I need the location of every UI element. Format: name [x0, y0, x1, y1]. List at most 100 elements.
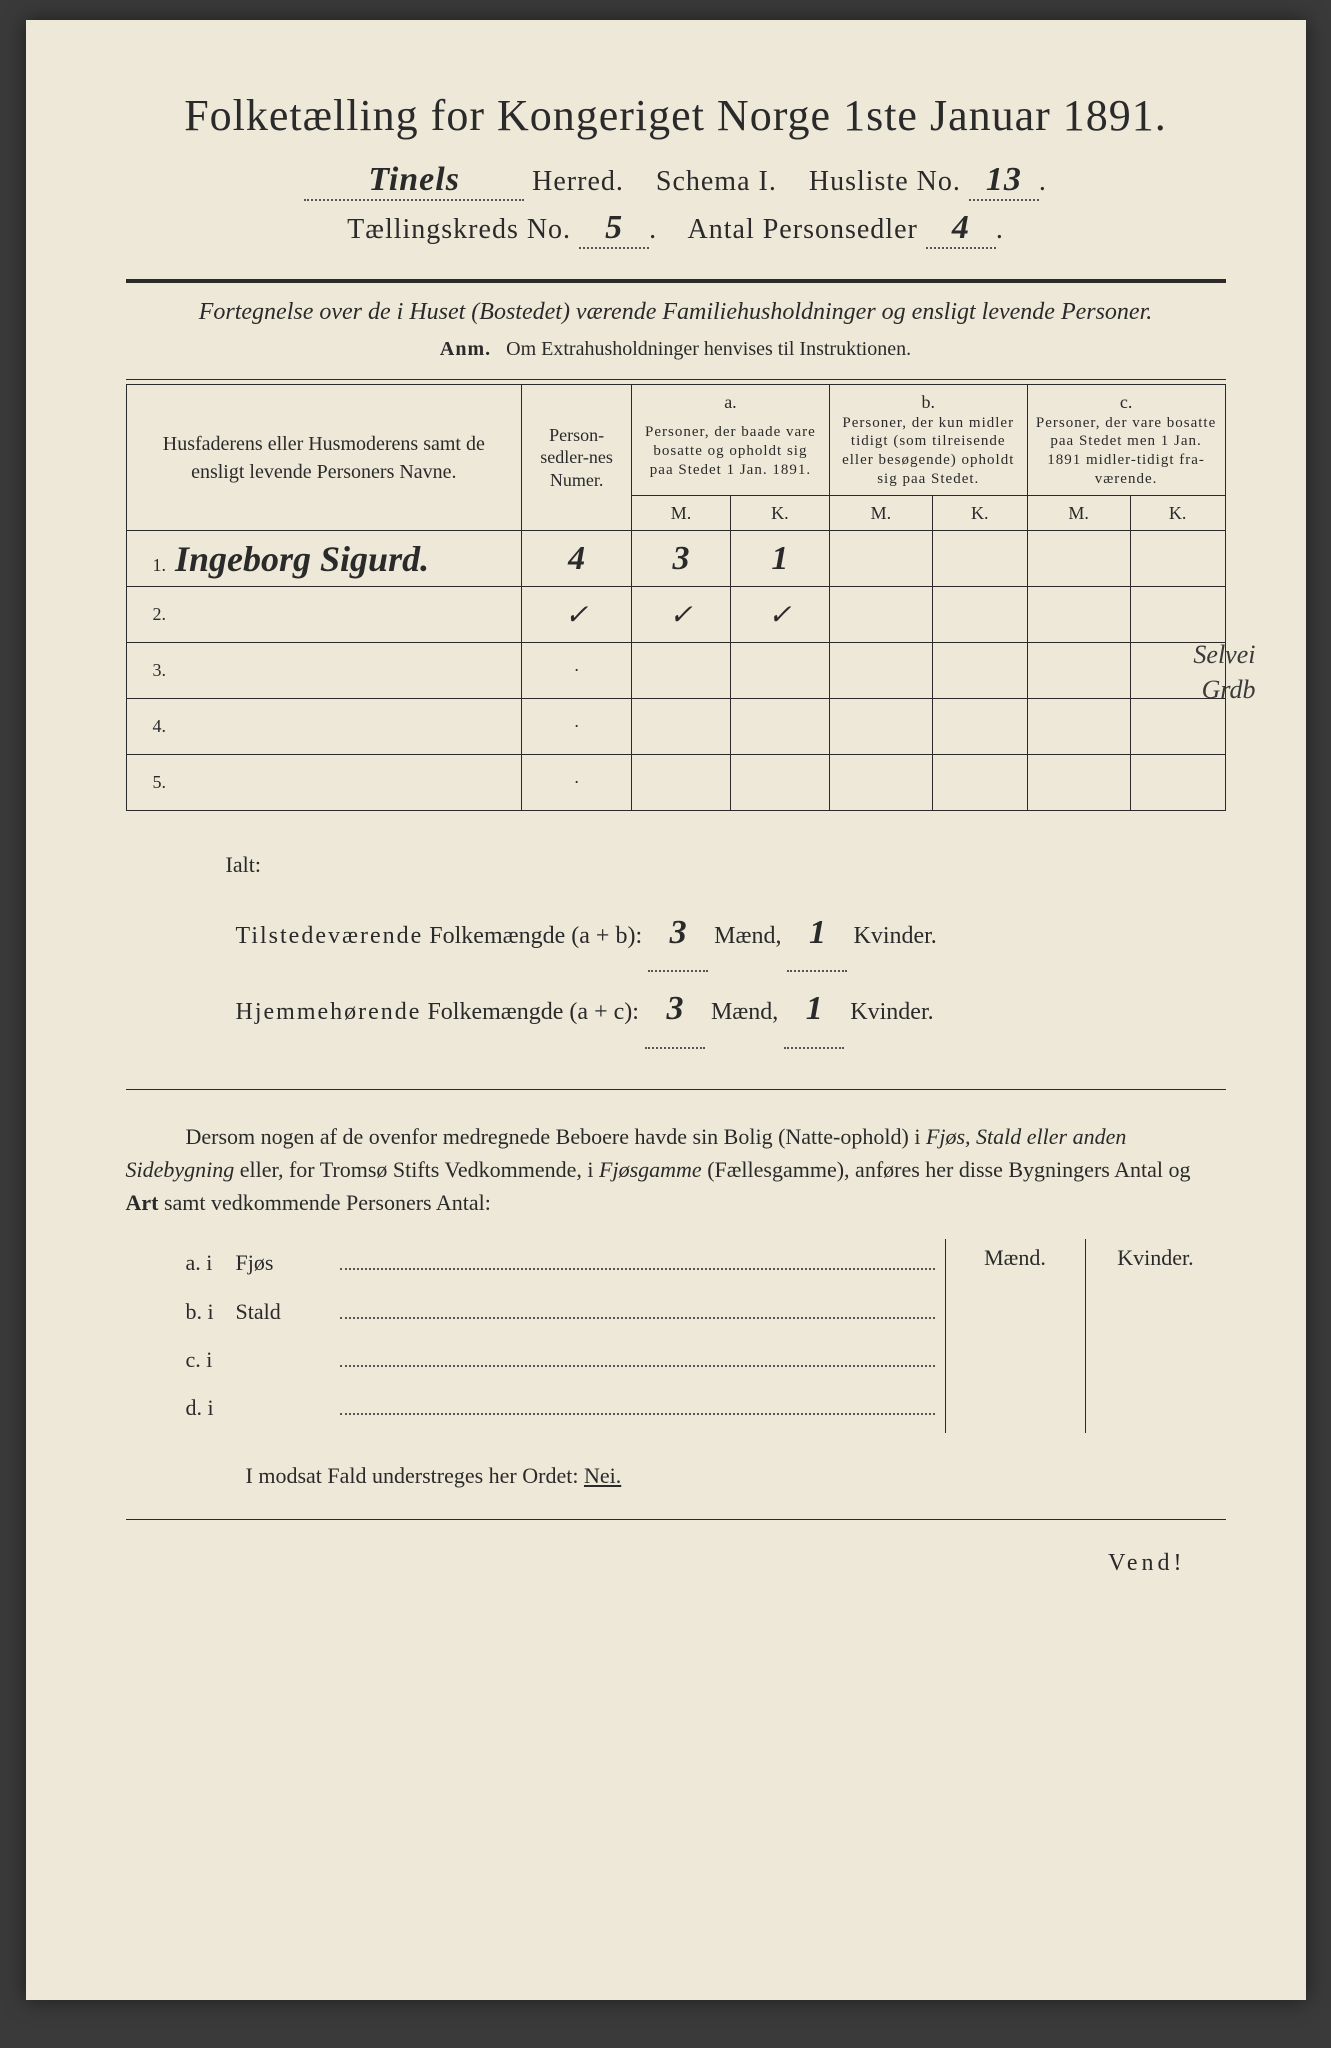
- divider: [126, 1089, 1226, 1090]
- table-body: 1. Ingeborg Sigurd. 4 3 1 2. ✓ ✓ ✓: [126, 531, 1225, 811]
- cell-name: 2.: [126, 587, 522, 643]
- schema-label: Schema I.: [656, 166, 777, 197]
- cell-ck: [1130, 755, 1225, 811]
- building-block: a. iFjøs b. iStald c. i d. i Mænd. Kvind…: [126, 1239, 1226, 1433]
- cell-name: 3.: [126, 643, 522, 699]
- vend-label: Vend!: [126, 1550, 1226, 1577]
- anm-text: Om Extrahusholdninger henvises til Instr…: [506, 338, 911, 360]
- herred-value: Tinels: [368, 161, 460, 198]
- cell-num: 4: [522, 531, 632, 587]
- cell-cm: [1027, 755, 1130, 811]
- herred-label: Herred.: [532, 166, 624, 197]
- divider: [126, 379, 1226, 380]
- totals-line-1: Tilstedeværende Folkemængde (a + b): 3 M…: [236, 896, 1226, 973]
- bldg-row: b. iStald: [186, 1288, 945, 1336]
- cell-ck: [1130, 699, 1225, 755]
- cell-num: ·: [522, 699, 632, 755]
- anm-note: Anm. Om Extrahusholdninger henvises til …: [126, 338, 1226, 361]
- th-num: Person-sedler-nes Numer.: [522, 385, 632, 531]
- margin-note-2: Grdb: [1202, 675, 1256, 705]
- husliste-label: Husliste No.: [809, 166, 961, 197]
- th-b-top: b.: [829, 385, 1027, 414]
- cell-bm: [829, 755, 932, 811]
- cell-cm: [1027, 643, 1130, 699]
- cell-name: 5.: [126, 755, 522, 811]
- th-c-k: K.: [1130, 495, 1225, 531]
- divider: [126, 1519, 1226, 1520]
- divider: [126, 279, 1226, 283]
- total-ab-m: 3: [670, 914, 687, 951]
- header-line-2: Tællingskreds No. 5. Antal Personsedler …: [126, 209, 1226, 249]
- cell-ak: 1: [730, 531, 829, 587]
- cell-bm: [829, 643, 932, 699]
- antal-value: 4: [952, 209, 970, 246]
- table-row: 5. ·: [126, 755, 1225, 811]
- cell-bm: [829, 587, 932, 643]
- cell-am: ✓: [632, 587, 731, 643]
- totals-line-2: Hjemmehørende Folkemængde (a + c): 3 Mæn…: [236, 972, 1226, 1049]
- th-name: Husfaderens eller Husmoderens samt de en…: [126, 385, 522, 531]
- cell-ak: ✓: [730, 587, 829, 643]
- cell-name: 1. Ingeborg Sigurd.: [126, 531, 522, 587]
- cell-bk: [932, 699, 1027, 755]
- margin-note-1: Selvei: [1193, 640, 1255, 670]
- cell-am: [632, 643, 731, 699]
- th-a-m: M.: [632, 495, 731, 531]
- th-b-k: K.: [932, 495, 1027, 531]
- cell-am: [632, 755, 731, 811]
- kreds-label: Tællingskreds No.: [347, 214, 571, 245]
- totals-block: Ialt: Tilstedeværende Folkemængde (a + b…: [236, 841, 1226, 1049]
- kreds-value: 5: [605, 209, 623, 246]
- th-b-m: M.: [829, 495, 932, 531]
- table-row: 3. ·: [126, 643, 1225, 699]
- ialt-label: Ialt:: [226, 841, 1226, 889]
- th-c-top: c.: [1027, 385, 1225, 414]
- cell-ck: [1130, 587, 1225, 643]
- cell-cm: [1027, 699, 1130, 755]
- header-line-1: Tinels Herred. Schema I. Husliste No. 13…: [126, 161, 1226, 201]
- building-paragraph: Dersom nogen af de ovenfor medregnede Be…: [126, 1120, 1226, 1219]
- bldg-col-kvinder: Kvinder.: [1086, 1239, 1226, 1433]
- bldg-row: d. i: [186, 1384, 945, 1432]
- cell-num: ·: [522, 755, 632, 811]
- cell-am: 3: [632, 531, 731, 587]
- building-cols: Mænd. Kvinder.: [945, 1239, 1226, 1433]
- cell-name: 4.: [126, 699, 522, 755]
- bldg-col-maend: Mænd.: [946, 1239, 1086, 1433]
- husliste-value: 13: [986, 161, 1022, 198]
- bldg-row: c. i: [186, 1336, 945, 1384]
- anm-label: Anm.: [440, 338, 491, 360]
- table-row: 1. Ingeborg Sigurd. 4 3 1: [126, 531, 1225, 587]
- nei-line: I modsat Fald understreges her Ordet: Ne…: [126, 1463, 1226, 1489]
- building-rows: a. iFjøs b. iStald c. i d. i: [126, 1239, 945, 1433]
- cell-bk: [932, 643, 1027, 699]
- th-a-top: a.: [632, 385, 830, 414]
- cell-ak: [730, 699, 829, 755]
- page-title: Folketælling for Kongeriget Norge 1ste J…: [126, 90, 1226, 141]
- cell-num: ✓: [522, 587, 632, 643]
- th-c-m: M.: [1027, 495, 1130, 531]
- antal-label: Antal Personsedler: [688, 214, 918, 245]
- cell-ck: [1130, 531, 1225, 587]
- table-row: 4. ·: [126, 699, 1225, 755]
- total-ac-k: 1: [806, 990, 823, 1027]
- th-a-k: K.: [730, 495, 829, 531]
- cell-bk: [932, 755, 1027, 811]
- th-c: Personer, der vare bosatte paa Stedet me…: [1027, 414, 1225, 496]
- table-row: 2. ✓ ✓ ✓: [126, 587, 1225, 643]
- census-form-page: Folketælling for Kongeriget Norge 1ste J…: [26, 20, 1306, 2000]
- cell-bm: [829, 531, 932, 587]
- cell-am: [632, 699, 731, 755]
- nei-word: Nei.: [584, 1463, 621, 1488]
- total-ab-k: 1: [809, 914, 826, 951]
- cell-bk: [932, 587, 1027, 643]
- household-table: Husfaderens eller Husmoderens samt de en…: [126, 384, 1226, 811]
- cell-cm: [1027, 531, 1130, 587]
- bldg-row: a. iFjøs: [186, 1239, 945, 1287]
- th-a: Personer, der baade vare bosatte og opho…: [632, 414, 830, 496]
- cell-ak: [730, 643, 829, 699]
- cell-bm: [829, 699, 932, 755]
- cell-ak: [730, 755, 829, 811]
- form-subtitle: Fortegnelse over de i Huset (Bostedet) v…: [126, 297, 1226, 328]
- cell-cm: [1027, 587, 1130, 643]
